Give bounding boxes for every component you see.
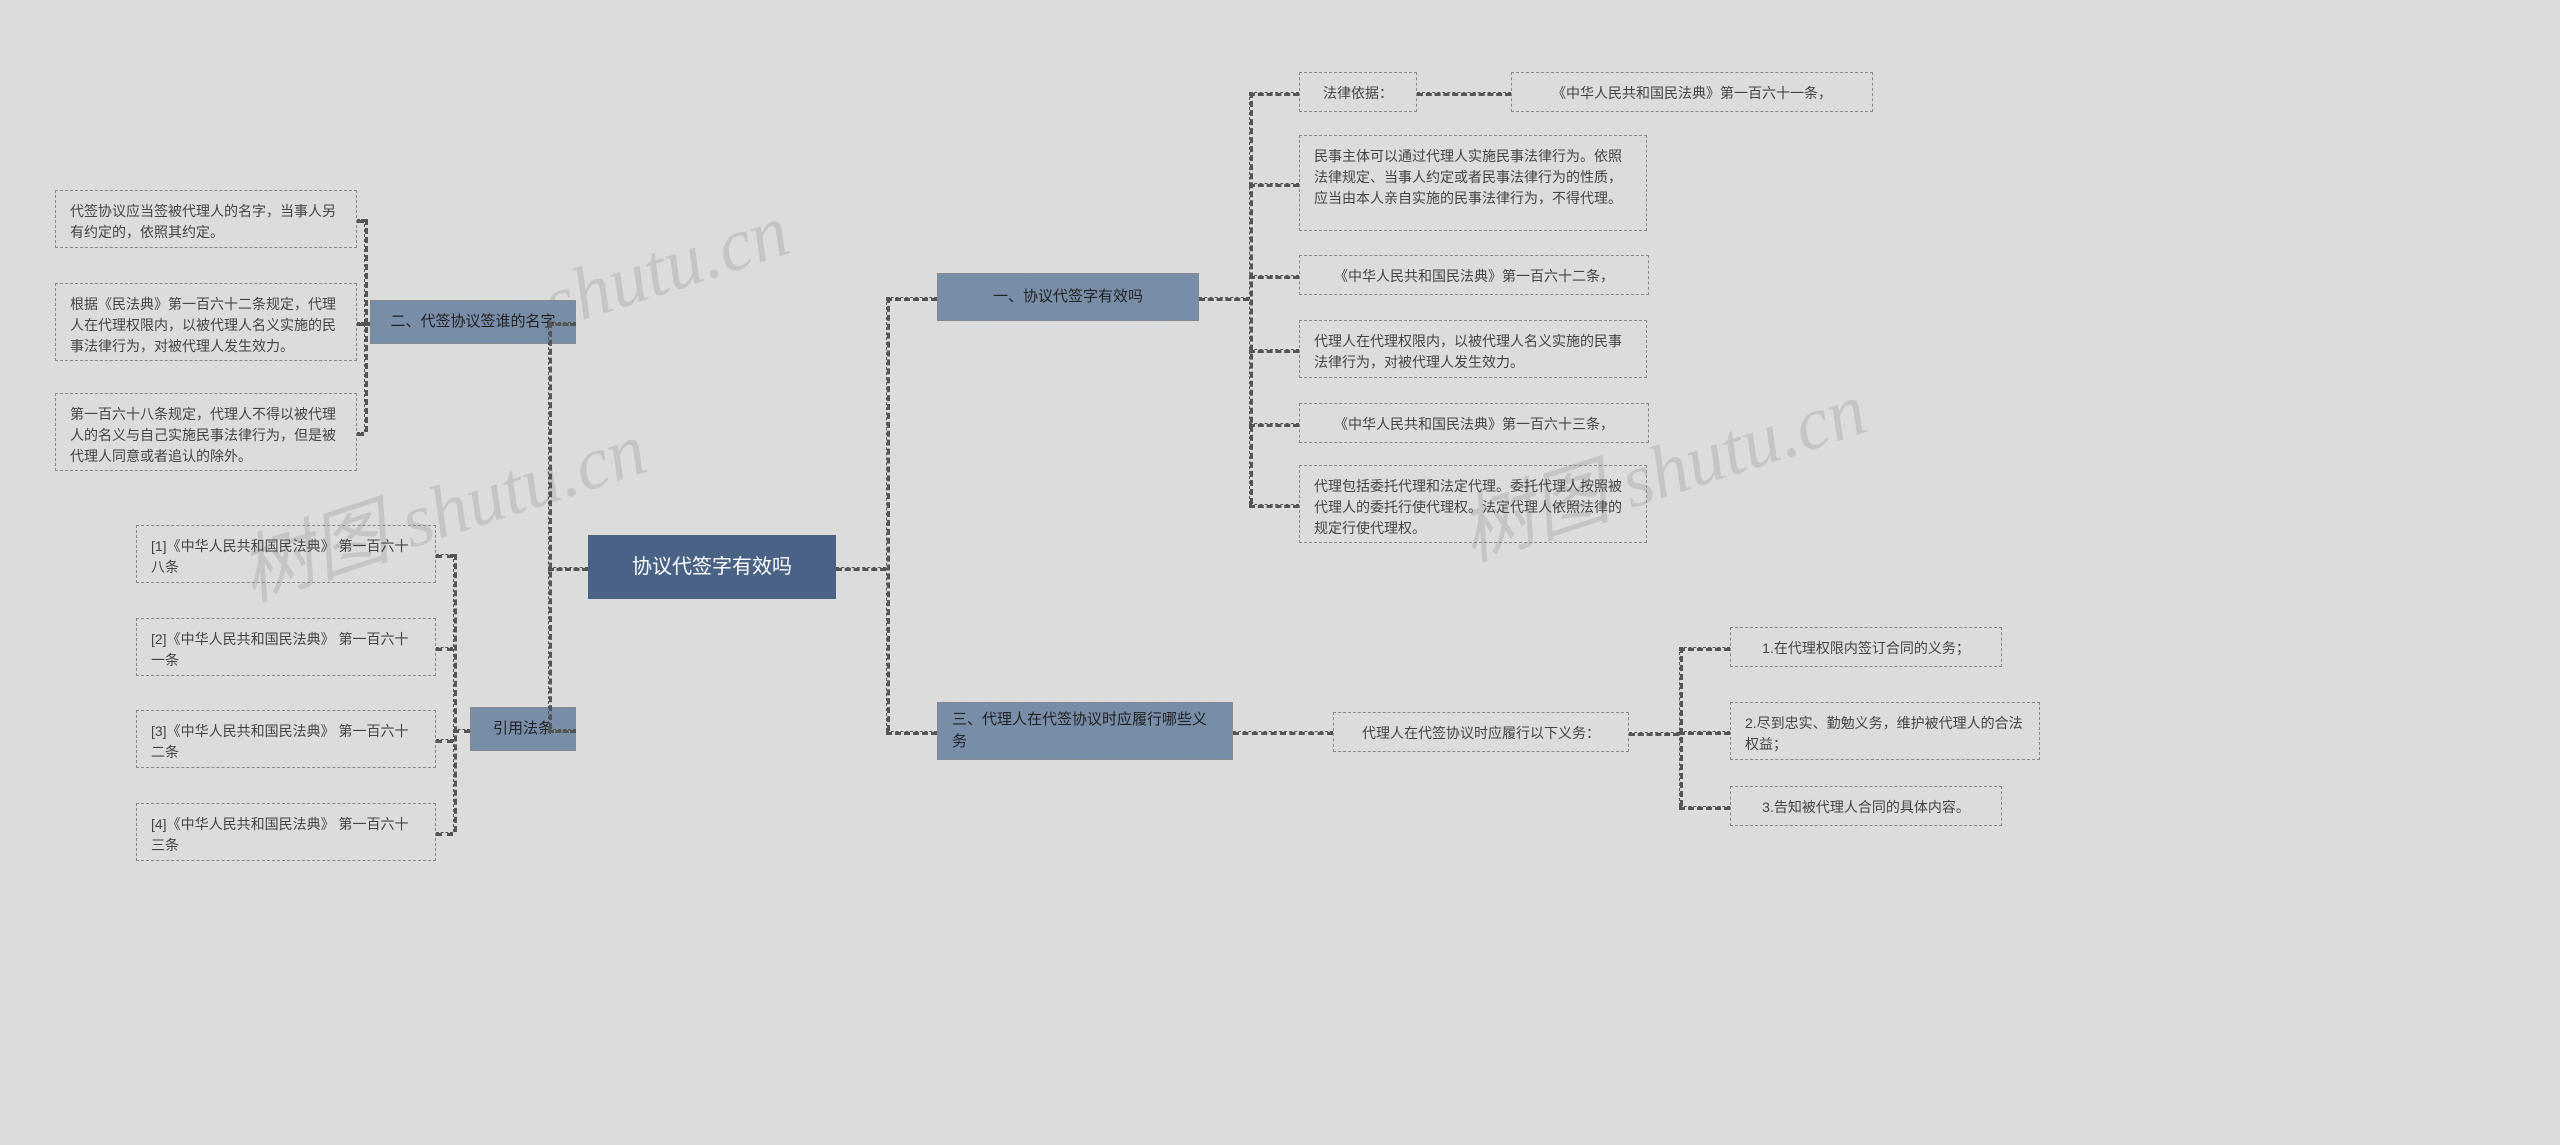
leaf-node: 代理人在代签协议时应履行以下义务： (1333, 712, 1629, 752)
leaf-node: 3.告知被代理人合同的具体内容。 (1730, 786, 2002, 826)
leaf-node: 法律依据： (1299, 72, 1417, 112)
leaf-node: [3]《中华人民共和国民法典》 第一百六十二条 (136, 710, 436, 768)
leaf-node: [2]《中华人民共和国民法典》 第一百六十一条 (136, 618, 436, 676)
leaf-node: 代理包括委托代理和法定代理。委托代理人按照被代理人的委托行使代理权。法定代理人依… (1299, 465, 1647, 543)
leaf-node: 民事主体可以通过代理人实施民事法律行为。依照法律规定、当事人约定或者民事法律行为… (1299, 135, 1647, 231)
leaf-node: 《中华人民共和国民法典》第一百六十三条， (1299, 403, 1649, 443)
mindmap-canvas: 树图 shutu.cn 树图 shutu.cn shutu.cn 协议代签字有效… (0, 0, 2560, 1145)
branch-section-3[interactable]: 三、代理人在代签协议时应履行哪些义务 (937, 702, 1233, 760)
root-node[interactable]: 协议代签字有效吗 (588, 535, 836, 599)
leaf-node: 根据《民法典》第一百六十二条规定，代理人在代理权限内，以被代理人名义实施的民事法… (55, 283, 357, 361)
leaf-node: 《中华人民共和国民法典》第一百六十二条， (1299, 255, 1649, 295)
branch-section-2[interactable]: 二、代签协议签谁的名字 (370, 300, 576, 344)
leaf-node: [4]《中华人民共和国民法典》 第一百六十三条 (136, 803, 436, 861)
leaf-node: 《中华人民共和国民法典》第一百六十一条， (1511, 72, 1873, 112)
branch-section-1[interactable]: 一、协议代签字有效吗 (937, 273, 1199, 321)
leaf-node: 代签协议应当签被代理人的名字，当事人另有约定的，依照其约定。 (55, 190, 357, 248)
leaf-node: 2.尽到忠实、勤勉义务，维护被代理人的合法权益； (1730, 702, 2040, 760)
leaf-node: 代理人在代理权限内，以被代理人名义实施的民事法律行为，对被代理人发生效力。 (1299, 320, 1647, 378)
leaf-node: 1.在代理权限内签订合同的义务； (1730, 627, 2002, 667)
leaf-node: [1]《中华人民共和国民法典》 第一百六十八条 (136, 525, 436, 583)
leaf-node: 第一百六十八条规定，代理人不得以被代理人的名义与自己实施民事法律行为，但是被代理… (55, 393, 357, 471)
